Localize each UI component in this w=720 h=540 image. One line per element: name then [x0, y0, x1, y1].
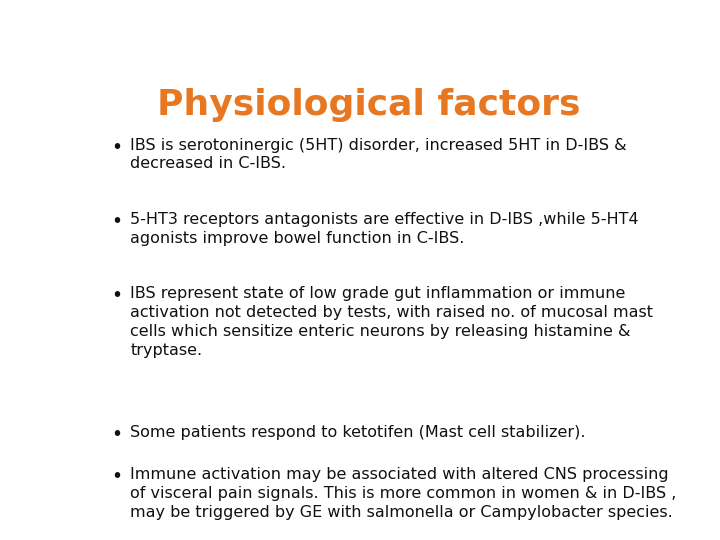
Text: •: • — [111, 212, 122, 231]
Text: •: • — [111, 138, 122, 157]
Text: •: • — [111, 286, 122, 306]
Text: Immune activation may be associated with altered CNS processing
of visceral pain: Immune activation may be associated with… — [130, 467, 677, 520]
Text: Some patients respond to ketotifen (Mast cell stabilizer).: Some patients respond to ketotifen (Mast… — [130, 425, 585, 440]
Text: IBS represent state of low grade gut inflammation or immune
activation not detec: IBS represent state of low grade gut inf… — [130, 286, 653, 358]
Text: Physiological factors: Physiological factors — [157, 87, 581, 122]
Text: 5-HT3 receptors antagonists are effective in D-IBS ,while 5-HT4
agonists improve: 5-HT3 receptors antagonists are effectiv… — [130, 212, 639, 246]
Text: •: • — [111, 467, 122, 487]
Text: IBS is serotoninergic (5HT) disorder, increased 5HT in D-IBS &
decreased in C-IB: IBS is serotoninergic (5HT) disorder, in… — [130, 138, 627, 171]
Text: •: • — [111, 425, 122, 444]
